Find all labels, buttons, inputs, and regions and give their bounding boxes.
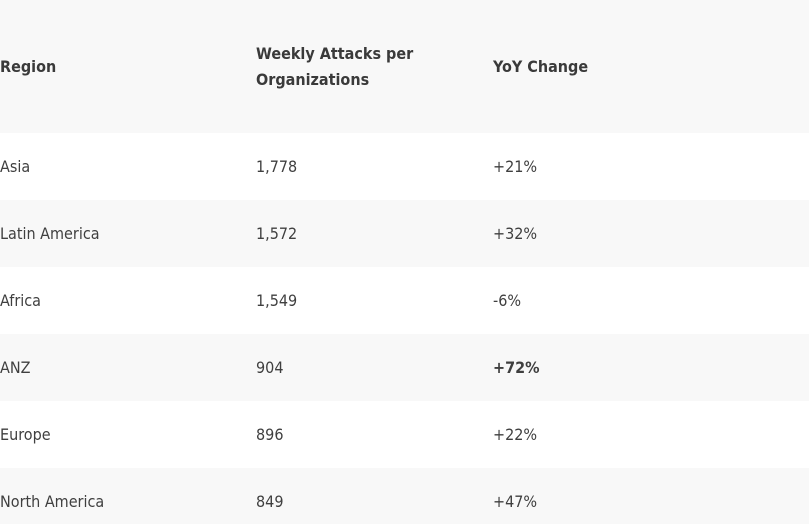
attacks-cell: 896 [256, 425, 284, 444]
change-cell: +32% [493, 224, 538, 243]
change-cell: +22% [493, 425, 538, 444]
table-row: North America 849 +47% [0, 468, 809, 524]
table-row: Europe 896 +22% [0, 401, 809, 468]
region-cell: Asia [0, 157, 31, 176]
table-row: Asia 1,778 +21% [0, 133, 809, 200]
attacks-cell: 1,572 [256, 224, 298, 243]
table-header-row: Region Weekly Attacks per Organizations … [0, 0, 809, 133]
region-cell: North America [0, 492, 105, 511]
change-cell: -6% [493, 291, 522, 310]
region-cell: Africa [0, 291, 41, 310]
attacks-cell: 1,549 [256, 291, 298, 310]
header-region: Region [0, 56, 57, 76]
table-row: Africa 1,549 -6% [0, 267, 809, 334]
header-weekly-attacks: Weekly Attacks per Organizations [256, 43, 414, 89]
attacks-cell: 1,778 [256, 157, 298, 176]
table-row: ANZ 904 +72% [0, 334, 809, 401]
attacks-cell: 849 [256, 492, 284, 511]
region-cell: ANZ [0, 358, 31, 377]
attacks-cell: 904 [256, 358, 284, 377]
header-yoy-change: YoY Change [493, 56, 589, 76]
change-cell: +21% [493, 157, 538, 176]
change-cell: +47% [493, 492, 538, 511]
table-row: Latin America 1,572 +32% [0, 200, 809, 267]
region-cell: Latin America [0, 224, 100, 243]
region-cell: Europe [0, 425, 51, 444]
change-cell-highlighted: +72% [493, 358, 540, 377]
